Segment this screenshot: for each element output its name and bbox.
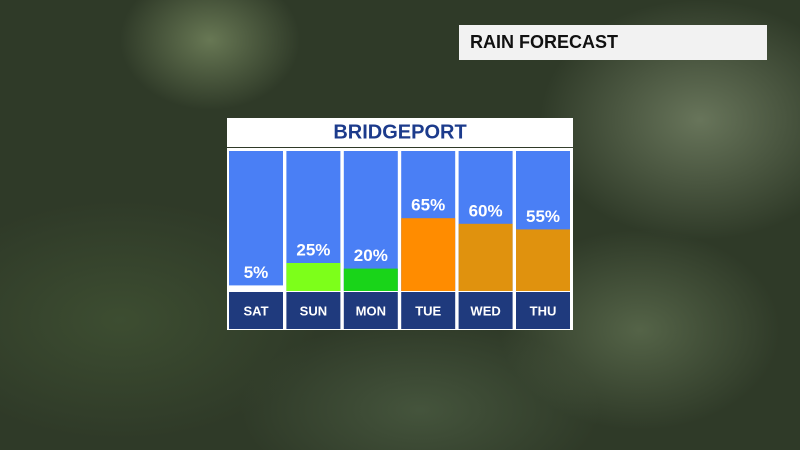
bar bbox=[286, 263, 341, 291]
x-tick-label: TUE bbox=[415, 303, 441, 318]
x-tick-label: MON bbox=[356, 303, 386, 318]
panel bbox=[227, 148, 573, 330]
column-bg bbox=[343, 151, 398, 291]
day-box bbox=[286, 292, 341, 329]
bar bbox=[343, 268, 398, 291]
title-box bbox=[227, 118, 573, 147]
chart-title: BRIDGEPORT bbox=[333, 121, 466, 143]
day-box bbox=[516, 292, 570, 329]
bar bbox=[458, 223, 513, 291]
bar bbox=[229, 285, 283, 291]
value-label: 60% bbox=[469, 201, 503, 220]
day-box bbox=[343, 292, 398, 329]
x-tick-label: SAT bbox=[243, 303, 268, 318]
x-tick-label: THU bbox=[530, 303, 557, 318]
x-tick-label: WED bbox=[470, 303, 500, 318]
day-box bbox=[229, 292, 283, 329]
day-box bbox=[401, 292, 456, 329]
value-label: 5% bbox=[244, 263, 269, 282]
value-label: 20% bbox=[354, 246, 388, 265]
x-tick-label: SUN bbox=[300, 303, 327, 318]
bar bbox=[401, 218, 456, 291]
value-label: 25% bbox=[296, 240, 330, 259]
column-bg bbox=[229, 151, 283, 291]
header-title: RAIN FORECAST bbox=[470, 32, 618, 52]
day-box bbox=[458, 292, 513, 329]
header-box bbox=[459, 25, 767, 60]
value-label: 55% bbox=[526, 207, 560, 226]
value-label: 65% bbox=[411, 196, 445, 215]
bar bbox=[516, 229, 570, 291]
